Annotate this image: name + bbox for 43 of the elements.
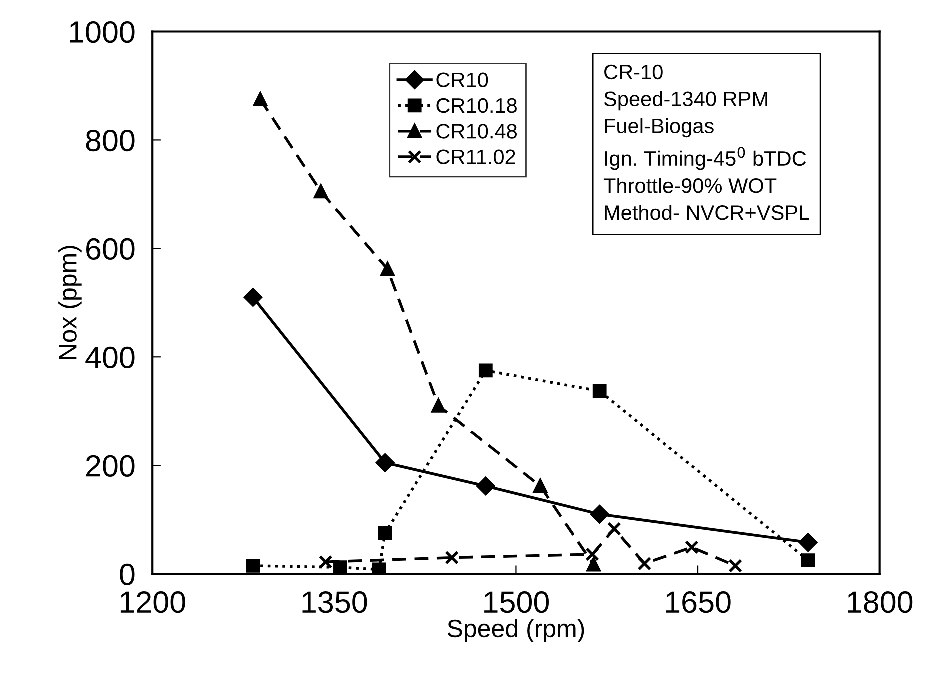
legend-label: CR10.48 <box>436 124 517 139</box>
y-tick-label: 600 <box>86 238 135 260</box>
point <box>244 288 262 307</box>
point <box>728 559 743 573</box>
y-axis-title: Nox (ppm) <box>58 246 82 360</box>
point <box>685 540 699 554</box>
point <box>638 556 652 571</box>
point <box>590 505 610 524</box>
y-tick-label: 0 <box>120 564 135 586</box>
y-tick-label: 800 <box>86 130 135 152</box>
point <box>592 384 607 398</box>
x-tick-label: 1650 <box>666 592 731 614</box>
x-tick-label: 1350 <box>302 592 368 614</box>
point <box>586 548 600 562</box>
x-tick-label: 1500 <box>484 592 550 614</box>
point <box>586 558 601 572</box>
point <box>801 554 816 568</box>
point <box>380 262 395 276</box>
x-tick-label: 1200 <box>120 592 186 614</box>
point <box>246 559 260 573</box>
legend-label: CR10.18 <box>436 98 517 114</box>
point <box>799 533 818 552</box>
point <box>372 562 386 574</box>
point <box>378 526 392 540</box>
point <box>314 184 328 199</box>
y-tick-label: 1000 <box>70 21 135 44</box>
annotation: CR-10 Speed-1340 RPM Fuel-Biogas Ign. Timing-45$^{0}$ bTDC Throttle-90% WOT Method- NVCR+VSPL <box>604 64 810 220</box>
y-tick-label: 200 <box>86 455 135 477</box>
legend-label: CR11.02 <box>436 150 516 164</box>
point <box>534 479 548 494</box>
point <box>445 550 459 565</box>
point <box>476 476 496 496</box>
legend-label: CR10 <box>436 72 488 88</box>
x-tick-label: 1800 <box>848 592 913 614</box>
x-axis-title: Speed (rpm) <box>448 619 584 643</box>
y-tick-label: 400 <box>86 346 135 369</box>
point <box>318 555 333 570</box>
point <box>432 399 446 413</box>
point <box>607 522 622 536</box>
point <box>376 454 395 472</box>
point <box>254 92 268 106</box>
point <box>478 364 493 378</box>
point <box>334 560 348 574</box>
